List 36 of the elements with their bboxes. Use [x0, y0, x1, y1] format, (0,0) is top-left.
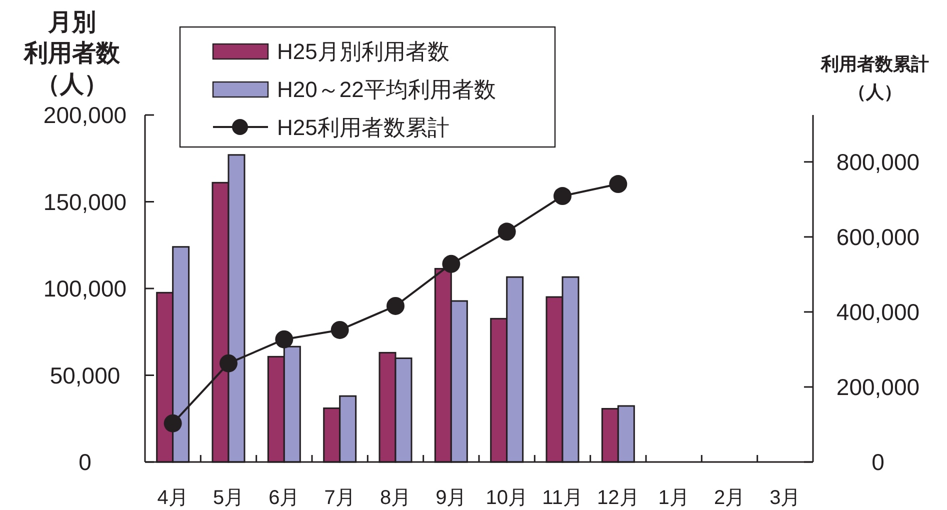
y2-axis-title: 利用者数累計（人） [820, 54, 929, 102]
y-tick-label: 150,000 [43, 188, 127, 215]
point [609, 175, 628, 194]
legend-label: H25利用者数累計 [277, 115, 450, 140]
x-tick-label: 8月 [380, 487, 412, 509]
x-tick-label: 3月 [770, 487, 801, 509]
x-tick-label: 5月 [212, 487, 244, 509]
x-tick-label: 1月 [658, 487, 690, 509]
y-tick-label: 100,000 [43, 276, 127, 302]
x-tick-label: 4月 [157, 487, 188, 509]
x-tick-label: 11月 [542, 487, 583, 509]
y-tick-label: 0 [78, 449, 92, 475]
legend-label: H25月別利用者数 [277, 39, 450, 64]
legend-label: H20～22平均利用者数 [277, 77, 496, 102]
point [386, 296, 404, 315]
x-tick-label: 7月 [324, 487, 356, 509]
point [442, 254, 460, 273]
y2-tick-label: 200,000 [836, 374, 920, 400]
x-tick-label: 9月 [436, 487, 467, 509]
y2-tick-label: 800,000 [836, 148, 920, 175]
point [164, 414, 182, 432]
point [554, 187, 572, 206]
y-axis-title: 月別利用者数（人） [23, 9, 121, 98]
point [498, 222, 516, 241]
x-tick-label: 2月 [714, 487, 746, 509]
y2-tick-label: 600,000 [836, 224, 920, 250]
x-tick-label: 10月 [486, 487, 528, 509]
point [220, 354, 238, 372]
point [275, 330, 294, 348]
y2-tick-label: 0 [872, 449, 884, 475]
y2-tick-label: 400,000 [836, 298, 920, 325]
y-tick-label: 50,000 [50, 362, 120, 388]
point [330, 320, 349, 339]
x-tick-label: 12月 [597, 487, 640, 509]
y-tick-label: 200,000 [43, 102, 127, 128]
x-tick-label: 6月 [268, 487, 300, 509]
